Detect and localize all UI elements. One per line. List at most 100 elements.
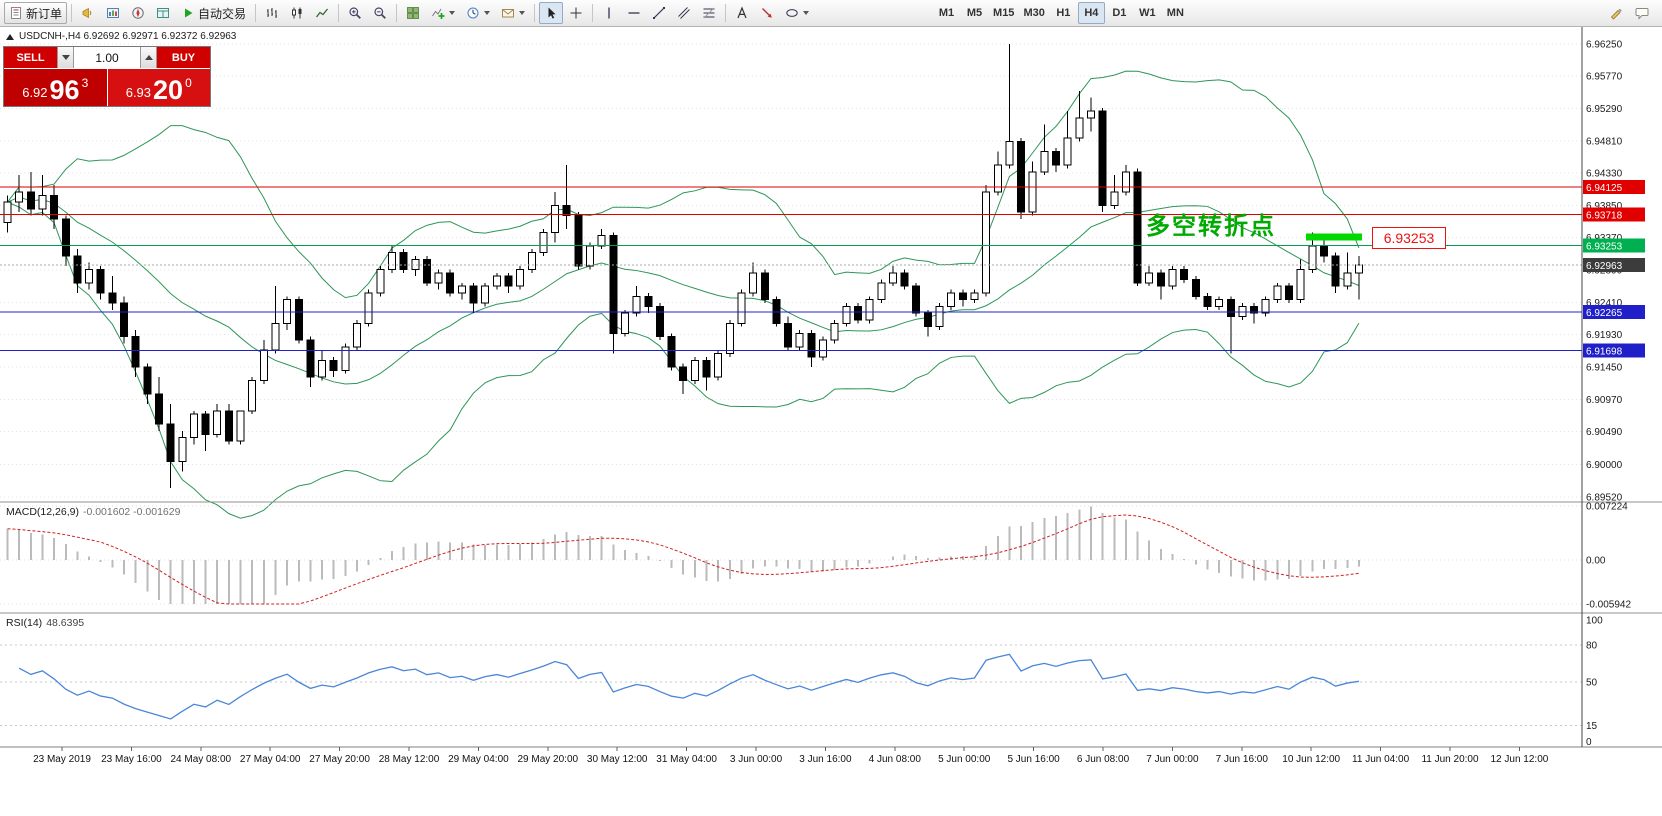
macd-signal-line (7, 514, 1359, 605)
candle-body (376, 268, 385, 294)
candle-body (982, 191, 991, 294)
price-level-label-bg (1583, 207, 1645, 222)
timeframe-m30-button[interactable]: M30 (1023, 7, 1045, 19)
sell-price-prefix: 6.92 (22, 85, 48, 100)
rsi-name: RSI(14) (6, 617, 43, 629)
channel-button[interactable] (672, 2, 696, 24)
candle-body (842, 305, 851, 324)
candle-body (387, 252, 396, 270)
chart-plot-area[interactable] (0, 27, 1582, 747)
templates-button[interactable] (496, 2, 530, 24)
one-click-panel-toggle[interactable] (6, 33, 14, 40)
toolbar-separator (255, 4, 257, 22)
buy-button[interactable]: BUY (157, 47, 210, 68)
toolbar-separator (396, 4, 398, 22)
candle-body (26, 191, 35, 210)
time-axis-label: 7 Jun 00:00 (1146, 754, 1199, 765)
horizontal-line-button[interactable] (622, 2, 646, 24)
candle-body (1168, 268, 1177, 287)
candle-body (329, 359, 338, 371)
cursor-button[interactable] (539, 2, 564, 24)
symbol-ohlc-text: USDCNH-,H4 6.92692 6.92971 6.92372 6.929… (19, 31, 237, 42)
timeframe-mn-button[interactable]: MN (1166, 7, 1184, 19)
candle-body (201, 413, 210, 435)
timeframe-m5-button[interactable]: M5 (966, 7, 983, 19)
volume-field[interactable]: 1.00 (74, 47, 140, 68)
timeframe-h1-button[interactable]: H1 (1056, 7, 1071, 19)
timeframe-m15-button[interactable]: M15 (993, 7, 1015, 19)
sell-price-button[interactable]: 6.92 96 3 (4, 69, 108, 106)
candle-body (178, 437, 187, 462)
candle-body (562, 204, 571, 217)
new-order-button[interactable]: 新订单 (4, 2, 68, 24)
candle-body (1075, 117, 1084, 139)
zoom-in-button[interactable] (343, 2, 367, 24)
candle-body (3, 201, 12, 223)
candle-body (923, 312, 932, 328)
time-axis-label: 5 Jun 16:00 (1007, 754, 1060, 765)
caret-down-icon (519, 11, 526, 15)
candle-body (434, 272, 443, 284)
pencil-button[interactable] (1604, 2, 1628, 24)
candle-body (725, 322, 734, 355)
vertical-line-icon (602, 6, 616, 20)
highlight-segment[interactable] (1306, 233, 1362, 241)
market-watch-button[interactable] (101, 2, 125, 24)
arrow-button[interactable] (755, 2, 779, 24)
candle-body (888, 272, 897, 284)
candle-body (865, 299, 874, 321)
fibonacci-icon (702, 6, 716, 20)
chart-annotation-text[interactable]: 多空转折点 (1146, 212, 1276, 240)
timeframe-w1-button[interactable]: W1 (1139, 7, 1156, 19)
line-chart-button[interactable] (310, 2, 334, 24)
zoom-out-button[interactable] (368, 2, 392, 24)
one-click-trade-panel: SELL 1.00 BUY 6.92 96 3 6.93 20 0 (3, 46, 211, 107)
price-axis[interactable] (1583, 27, 1662, 747)
candle-body (481, 285, 490, 304)
shapes-button[interactable] (780, 2, 814, 24)
candle-body (644, 295, 653, 307)
price-callout-box[interactable]: 6.93253 (1372, 226, 1446, 249)
community-button[interactable] (76, 2, 100, 24)
time-axis-label: 29 May 20:00 (517, 754, 578, 765)
time-axis[interactable] (0, 747, 1662, 767)
candle-body (1354, 264, 1363, 274)
candle-body (620, 312, 629, 334)
candle-body (1238, 305, 1247, 318)
sell-button[interactable]: SELL (4, 47, 57, 68)
navigator-button[interactable] (126, 2, 150, 24)
candle-body (527, 252, 536, 270)
indicators-button[interactable] (426, 2, 460, 24)
toolbar-separator (338, 4, 340, 22)
candle-body (294, 299, 303, 341)
data-window-button[interactable] (151, 2, 175, 24)
time-axis-label: 5 Jun 00:00 (938, 754, 991, 765)
trendline-button[interactable] (647, 2, 671, 24)
buy-price-big: 20 (153, 75, 184, 105)
candlestick-chart-button[interactable] (285, 2, 309, 24)
buy-price-button[interactable]: 6.93 20 0 (107, 69, 210, 106)
periods-button[interactable] (461, 2, 495, 24)
auto-trading-button[interactable]: 自动交易 (176, 2, 251, 24)
text-button[interactable] (730, 2, 754, 24)
volume-increase-button[interactable] (140, 47, 157, 68)
chat-button[interactable] (1630, 2, 1654, 24)
triangle-up-icon (144, 55, 153, 60)
vertical-line-button[interactable] (597, 2, 621, 24)
timeframe-h4-button[interactable]: H4 (1077, 2, 1105, 24)
candle-body (586, 245, 594, 267)
bar-chart-button[interactable] (260, 2, 284, 24)
indicators-icon (431, 6, 445, 20)
candle-body (807, 332, 816, 358)
candle-body (271, 322, 280, 351)
volume-decrease-button[interactable] (57, 47, 74, 68)
fibonacci-button[interactable] (697, 2, 721, 24)
tile-windows-button[interactable] (401, 2, 425, 24)
price-level-label-bg (1583, 238, 1645, 253)
timeframe-m1-button[interactable]: M1 (938, 7, 955, 19)
price-level-label: 6.93718 (1586, 210, 1623, 221)
timeframe-d1-button[interactable]: D1 (1112, 7, 1127, 19)
buy-price-sup: 0 (185, 76, 192, 90)
crosshair-button[interactable] (564, 2, 588, 24)
